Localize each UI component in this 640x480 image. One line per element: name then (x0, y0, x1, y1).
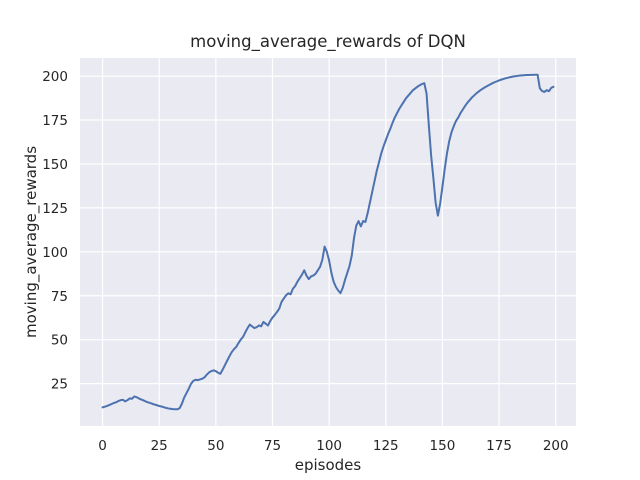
x-tick-label: 175 (486, 438, 512, 454)
y-tick-label: 100 (42, 245, 68, 261)
y-tick-label: 150 (42, 157, 68, 173)
y-tick-label: 50 (51, 333, 68, 349)
x-tick-label: 125 (373, 438, 399, 454)
x-tick-label: 25 (151, 438, 168, 454)
plot-area (80, 58, 576, 426)
y-tick-label: 175 (42, 113, 68, 129)
x-tick-label: 100 (316, 438, 342, 454)
y-axis-label: moving_average_rewards (22, 146, 41, 338)
x-tick-label: 50 (207, 438, 224, 454)
y-tick-label: 125 (42, 201, 68, 217)
grid (80, 58, 576, 426)
x-tick-label: 150 (430, 438, 456, 454)
x-tick-label: 75 (264, 438, 281, 454)
y-tick-label: 75 (51, 289, 68, 305)
x-axis-label: episodes (295, 456, 362, 474)
x-tick-labels: 0 25 50 75 100 125 150 175 200 (98, 438, 568, 454)
x-tick-label: 200 (543, 438, 569, 454)
x-tick-label: 0 (98, 438, 107, 454)
chart-title: moving_average_rewards of DQN (190, 32, 466, 52)
y-tick-label: 25 (51, 377, 68, 393)
dqn-reward-line (101, 73, 555, 411)
y-tick-labels: 25 50 75 100 125 150 175 200 (42, 69, 68, 393)
y-tick-label: 200 (42, 69, 68, 85)
